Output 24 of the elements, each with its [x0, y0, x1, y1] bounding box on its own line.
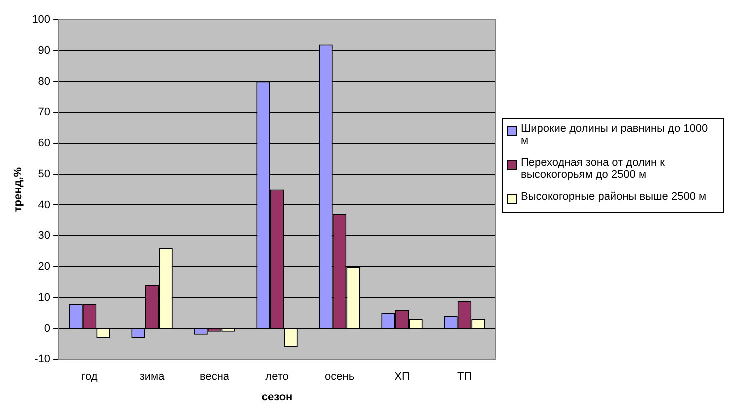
y-tick-label: 70 [38, 106, 51, 119]
y-tick-label: 60 [38, 138, 51, 150]
y-tick-label: 0 [44, 322, 51, 335]
y-tick-label: 40 [38, 199, 51, 212]
y-tick-label: -10 [34, 354, 51, 366]
x-tick-label: весна [200, 371, 230, 384]
legend-label: Переходная зона от долин к высокогорьям до 2500 м [521, 157, 666, 181]
y-tick-label: 10 [38, 292, 51, 304]
y-tick-label: 100 [32, 14, 51, 26]
x-tick-label: ТП [457, 371, 472, 384]
y-tick-label: 50 [38, 168, 51, 180]
y-tick-label: 30 [38, 230, 51, 242]
x-tick-label: осень [324, 371, 355, 384]
legend-label: Широкие долины и равнины до 1000 м [521, 123, 710, 147]
x-tick-label: лето [266, 371, 289, 384]
legend-label: Высокогорные районы выше 2500 м [521, 191, 707, 203]
y-tick-label: 80 [38, 76, 51, 88]
x-axis-title: сезон [262, 391, 293, 404]
y-tick-label: 90 [38, 44, 51, 57]
x-tick-label: ХП [394, 371, 410, 384]
y-axis-title: тренд,% [12, 167, 25, 212]
x-tick-label: зима [140, 371, 166, 384]
y-tick-label: 20 [38, 261, 51, 274]
x-tick-label: год [82, 371, 98, 384]
